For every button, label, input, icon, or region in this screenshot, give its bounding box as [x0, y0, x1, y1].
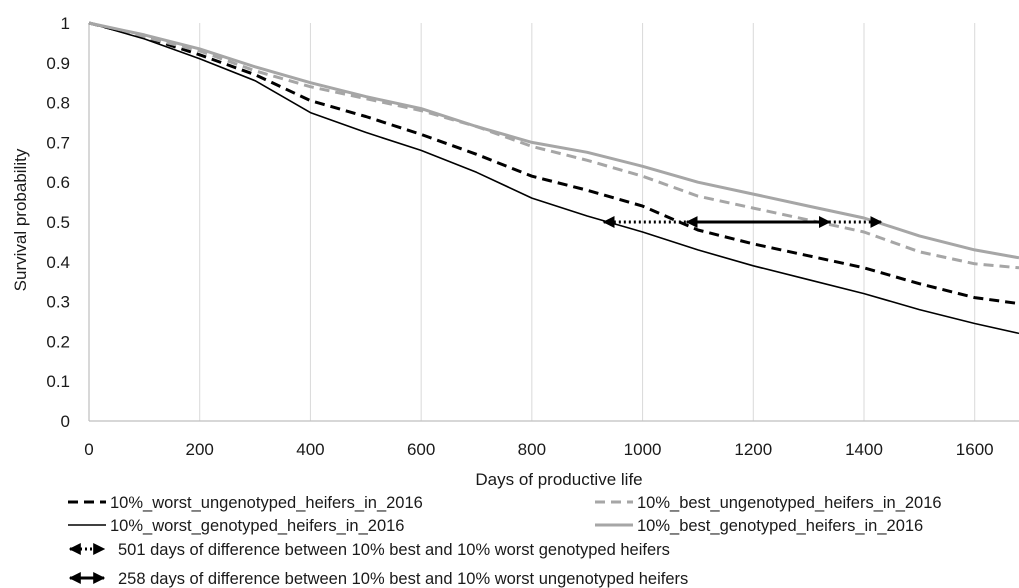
- legend-annotation-label: 501 days of difference between 10% best …: [118, 541, 670, 559]
- series-line: [88, 21, 1019, 306]
- x-axis-title: Days of productive life: [475, 470, 642, 489]
- legend: 10%_worst_ungenotyped_heifers_in_2016 10%…: [68, 494, 942, 588]
- x-tick-label: 1000: [624, 440, 662, 459]
- x-tick-label: 200: [186, 440, 214, 459]
- x-tick-label: 1400: [845, 440, 883, 459]
- tick-labels: 0 200 400 600 800 1000 1200 1400 1600 0 0.1 0.2 0.3 0…: [46, 14, 993, 459]
- x-tick-label: 400: [296, 440, 324, 459]
- y-tick-label: 0.6: [46, 173, 70, 192]
- series-line: [88, 21, 1019, 270]
- legend-label: 10%_best_genotyped_heifers_in_2016: [637, 517, 923, 535]
- x-tick-label: 0: [84, 440, 93, 459]
- axes: [88, 23, 1019, 422]
- legend-label: 10%_best_ungenotyped_heifers_in_2016: [637, 494, 942, 512]
- series-lines: [88, 21, 1019, 335]
- y-tick-label: 0.8: [46, 94, 70, 113]
- x-tick-label: 1200: [734, 440, 772, 459]
- legend-annotation-label: 258 days of difference between 10% best …: [118, 570, 688, 588]
- y-tick-label: 0.9: [46, 54, 70, 73]
- y-tick-label: 0.1: [46, 372, 70, 391]
- y-tick-label: 0: [61, 412, 70, 431]
- series-line: [88, 22, 1019, 335]
- y-axis-title: Survival probability: [11, 148, 30, 291]
- legend-label: 10%_worst_ungenotyped_heifers_in_2016: [110, 494, 423, 512]
- y-tick-label: 0.4: [46, 253, 70, 272]
- legend-label: 10%_worst_genotyped_heifers_in_2016: [110, 517, 404, 535]
- x-tick-label: 800: [518, 440, 546, 459]
- y-tick-label: 0.7: [46, 133, 70, 152]
- x-tick-label: 600: [407, 440, 435, 459]
- y-tick-label: 1: [61, 14, 70, 33]
- y-tick-label: 0.5: [46, 213, 70, 232]
- x-tick-label: 1600: [956, 440, 994, 459]
- y-tick-label: 0.2: [46, 332, 70, 351]
- y-tick-label: 0.3: [46, 293, 70, 312]
